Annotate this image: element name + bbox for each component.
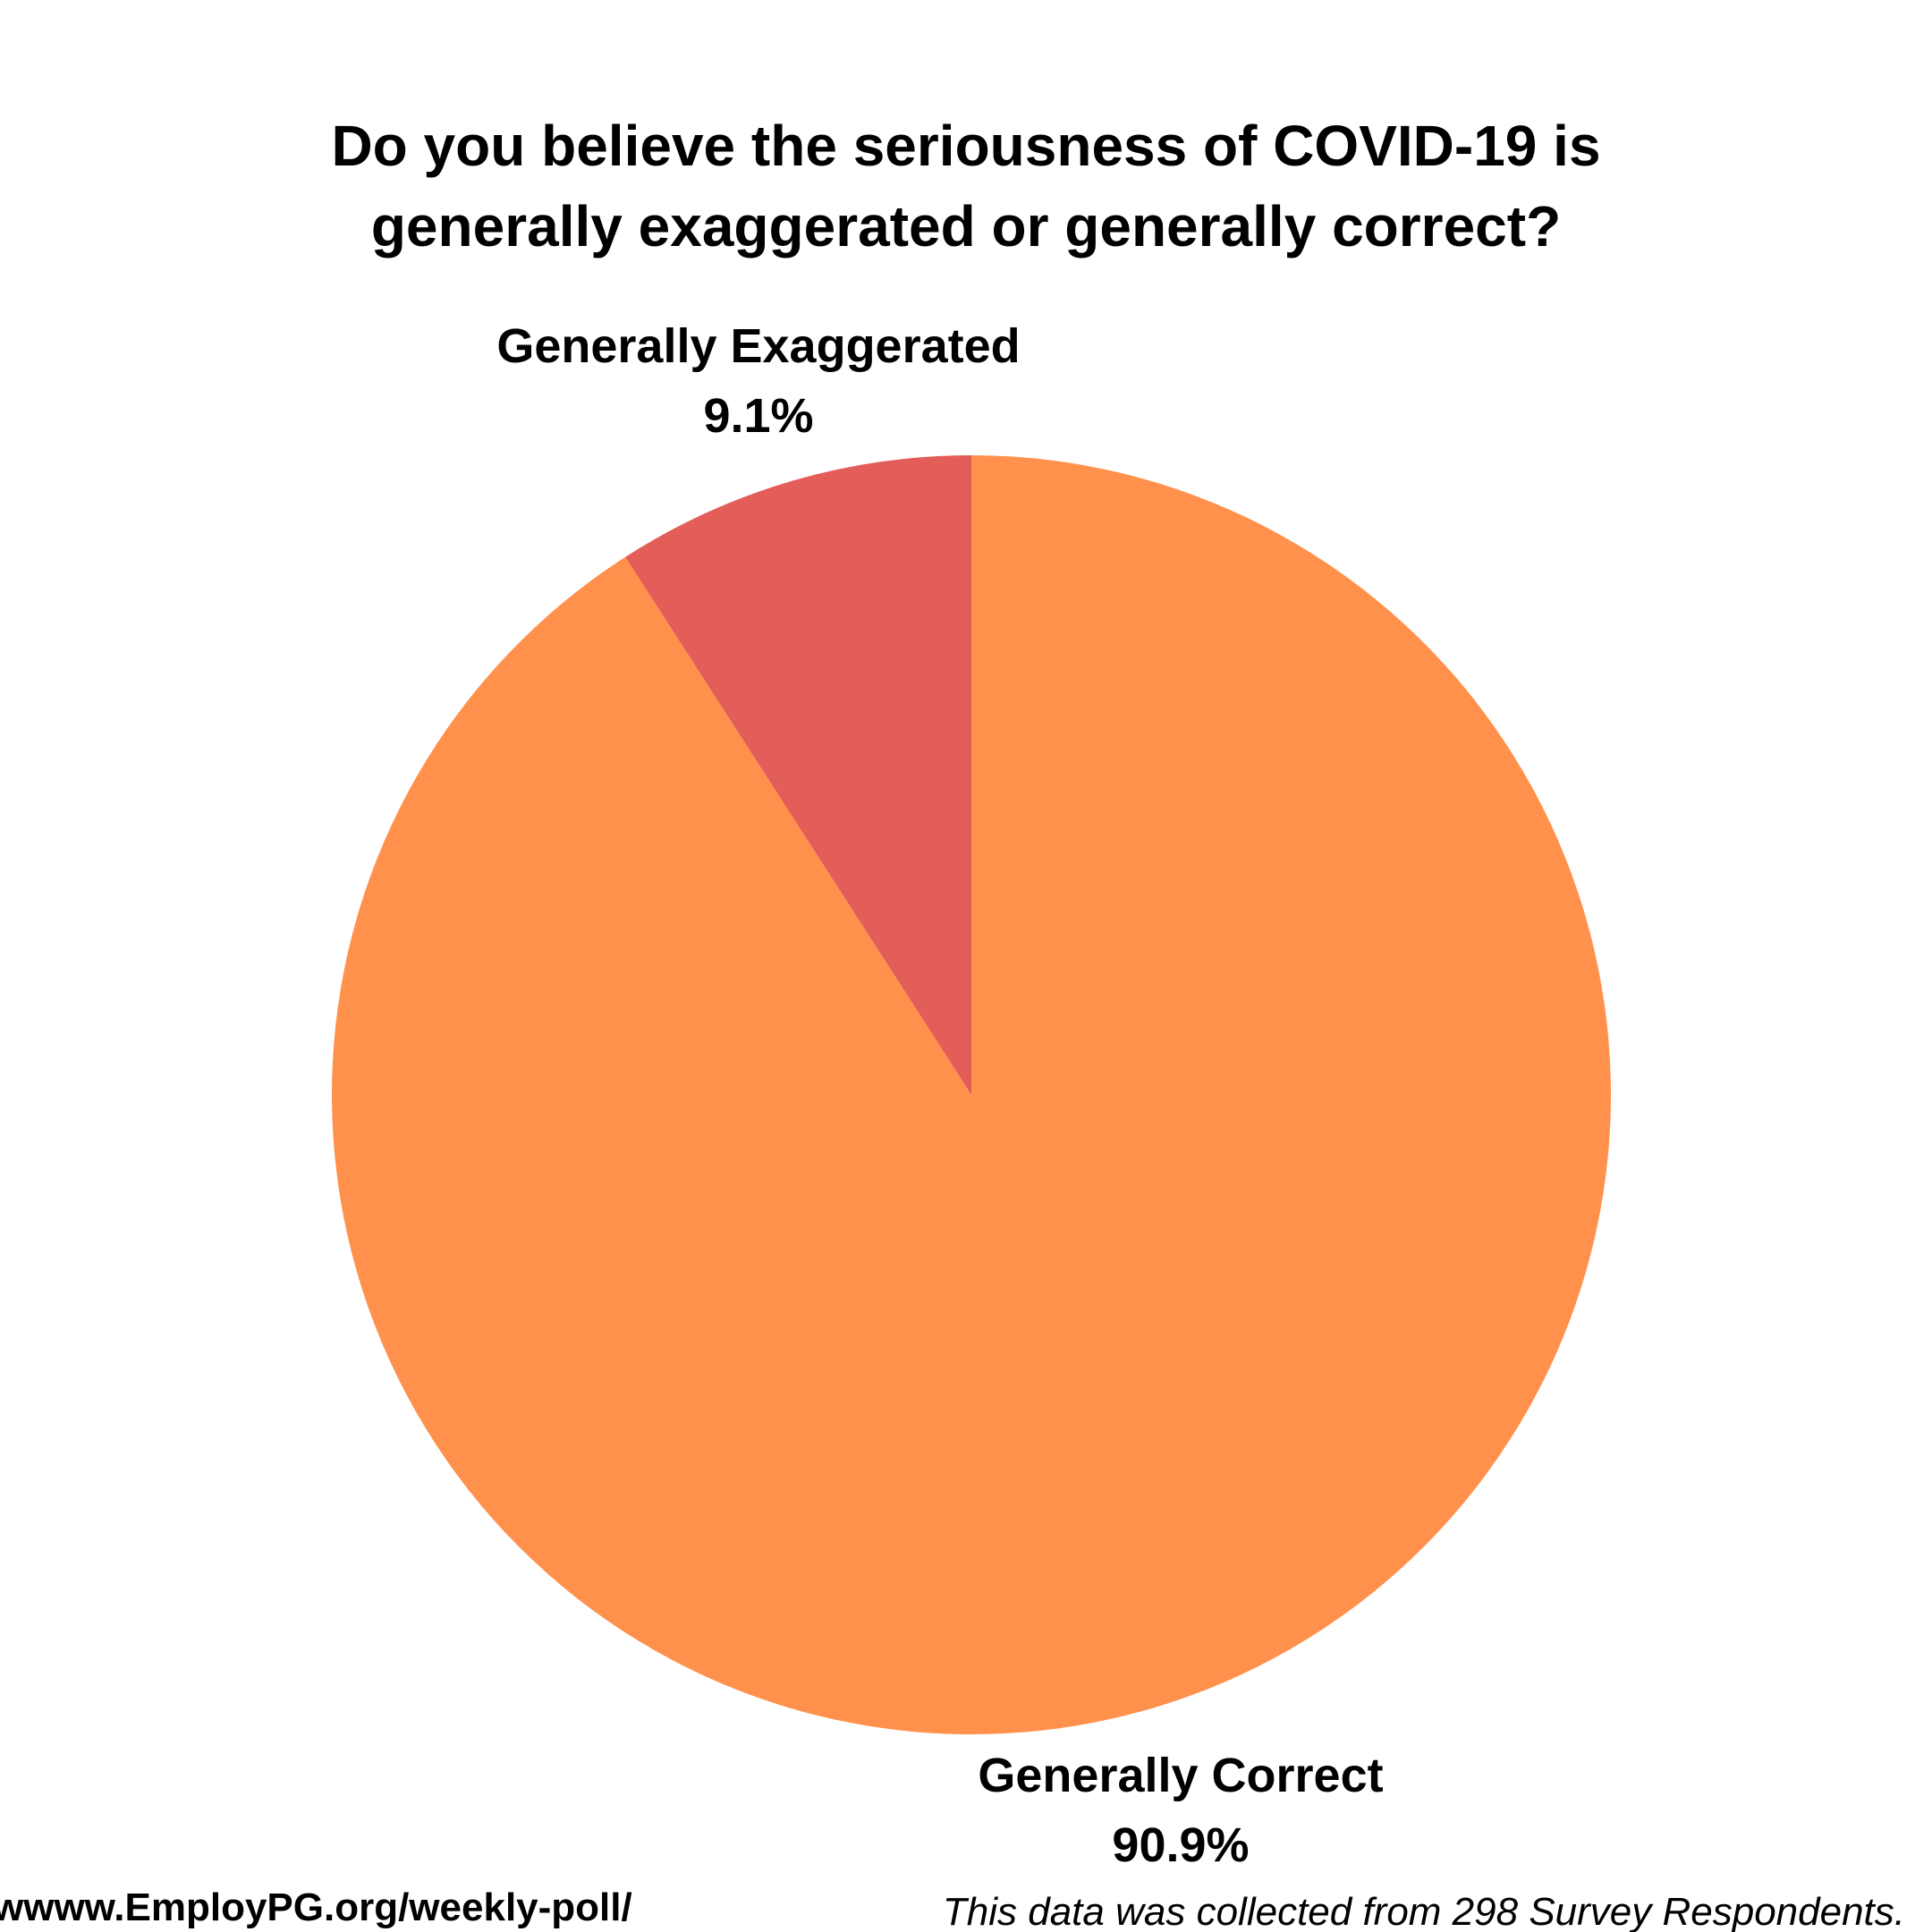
pie-slice-generally-exaggerated — [625, 455, 971, 1095]
chart-title-line-1: Do you believe the seriousness of COVID-… — [331, 114, 1601, 178]
slice-label-value: 90.9% — [1112, 1818, 1250, 1872]
weekly-poll-link[interactable]: wwww.EmployPG.org/weekly-poll/ — [0, 1885, 632, 1929]
slice-label-generally-correct: Generally Correct 90.9% — [978, 1741, 1383, 1880]
survey-note: This data was collected from 298 Survey … — [942, 1890, 1905, 1932]
slice-label-value: 9.1% — [703, 389, 814, 443]
pie-slice-generally-correct — [332, 455, 1612, 1735]
chart-title: Do you believe the seriousness of COVID-… — [0, 106, 1932, 267]
slice-label-name: Generally Exaggerated — [496, 319, 1021, 373]
chart-title-line-2: generally exaggerated or generally corre… — [370, 194, 1562, 258]
slice-label-generally-exaggerated: Generally Exaggerated 9.1% — [496, 311, 1020, 451]
slice-label-name: Generally Correct — [978, 1749, 1384, 1802]
